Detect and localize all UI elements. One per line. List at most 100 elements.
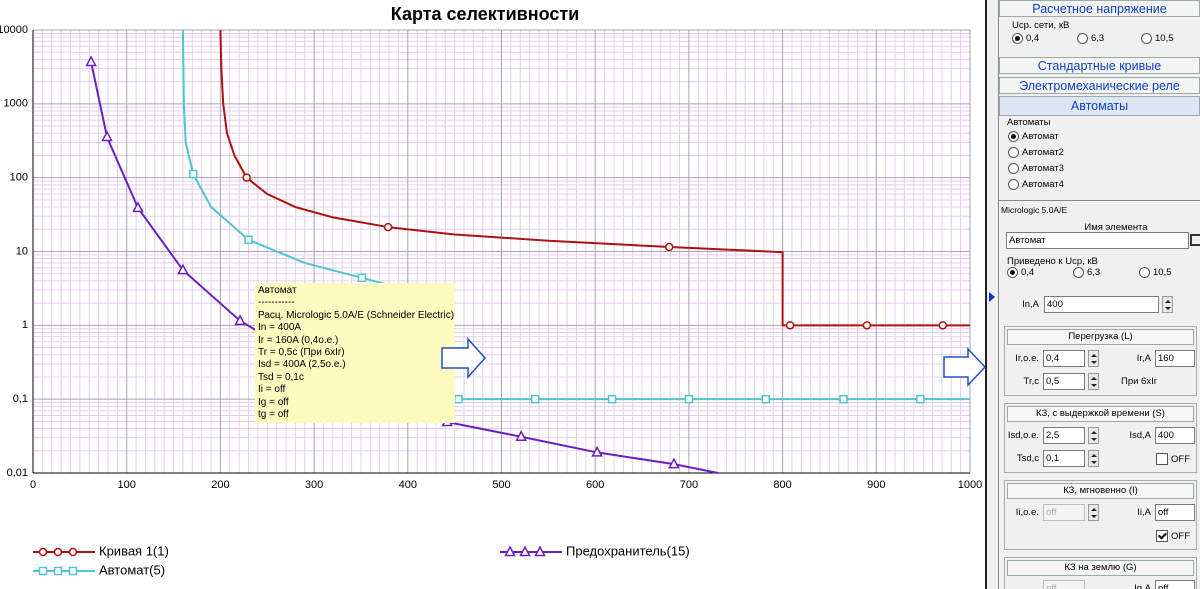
- number-input[interactable]: 0,5: [1043, 373, 1085, 390]
- marker: [862, 321, 872, 330]
- radio[interactable]: [1008, 163, 1019, 174]
- section-header[interactable]: Расчетное напряжение: [999, 0, 1200, 17]
- x-tick-label: 400: [399, 479, 417, 491]
- label: Isd,A: [1129, 430, 1151, 441]
- legend-marker: [53, 566, 63, 576]
- label: Tr,c: [1023, 376, 1039, 387]
- arrow-icon: [441, 337, 487, 379]
- checkbox[interactable]: [1156, 530, 1168, 542]
- label: Isd,о.е.: [1007, 430, 1039, 441]
- radio[interactable]: [1008, 131, 1019, 142]
- chart-title: Карта селективности: [391, 4, 580, 24]
- radio[interactable]: [1012, 33, 1023, 44]
- tooltip-line: Ii = off: [258, 384, 286, 396]
- number-input: off: [1043, 504, 1085, 521]
- marker: [668, 457, 680, 469]
- section-header[interactable]: Автоматы: [999, 96, 1200, 116]
- x-tick-label: 100: [118, 479, 136, 491]
- radio[interactable]: [1073, 267, 1084, 278]
- number-input[interactable]: 400: [1044, 296, 1159, 313]
- tooltip: Автомат ----------- Расц. Micrologic 5.0A/…: [255, 283, 455, 423]
- marker: [684, 394, 694, 404]
- spinner[interactable]: [1088, 504, 1099, 521]
- number-input[interactable]: 0,4: [1043, 350, 1085, 367]
- tooltip-line: Tr = 0,5c (При 6xIr): [258, 347, 345, 359]
- y-tick-label: 0,1: [13, 393, 28, 405]
- legend-marker: [68, 547, 78, 557]
- chart: Карта селективности 0 100 200 300 400 500 600 7…: [0, 4, 982, 578]
- series-line: [219, 29, 970, 327]
- section-header[interactable]: Стандартные кривые: [999, 57, 1200, 74]
- group-box: [1004, 403, 1197, 473]
- radio[interactable]: [1008, 179, 1019, 190]
- label: In,A: [1022, 299, 1039, 310]
- radio-label: 0,4: [1026, 33, 1040, 44]
- text-input[interactable]: off: [1155, 504, 1195, 521]
- number-input[interactable]: 2,5: [1043, 427, 1085, 444]
- spinner[interactable]: [1088, 450, 1099, 467]
- number-input[interactable]: 160: [1155, 350, 1195, 367]
- radio-label: Автомат4: [1022, 179, 1064, 190]
- tooltip-line: Ig = off: [258, 396, 289, 408]
- checkbox-label: OFF: [1171, 530, 1190, 542]
- number-input[interactable]: 400: [1155, 427, 1195, 444]
- x-tick-label: 1000: [958, 479, 982, 491]
- y-tick-label: 1: [22, 319, 28, 331]
- legend-marker: [53, 547, 63, 557]
- legend-label: Кривая 1(1): [99, 543, 169, 558]
- tooltip-line: -----------: [258, 297, 295, 309]
- marker: [515, 430, 527, 441]
- radio-label: Автомат3: [1022, 163, 1064, 174]
- text-input[interactable]: Автомат: [1006, 232, 1189, 249]
- marker: [244, 235, 253, 245]
- spinner[interactable]: [1088, 350, 1099, 367]
- tooltip-line: Isd = 400A (2,5о.е.): [258, 359, 346, 371]
- label: Ii,о.е.: [1015, 507, 1039, 518]
- marker: [101, 130, 113, 142]
- y-tick-label: 10000: [0, 24, 28, 36]
- arrow-icon: [943, 347, 987, 387]
- separator: [999, 200, 1200, 201]
- radio-label: 6,3: [1091, 33, 1105, 44]
- text-input[interactable]: off: [1155, 580, 1195, 589]
- x-tick-label: 500: [492, 479, 510, 491]
- y-tick-label: 1000: [4, 98, 28, 110]
- x-tick-label: 200: [211, 479, 229, 491]
- radio-label: 10,5: [1155, 33, 1174, 44]
- label: Ir,о.е.: [1015, 353, 1039, 364]
- legend-marker: [504, 545, 516, 557]
- x-tick-label: 900: [867, 479, 885, 491]
- icon[interactable]: [1190, 234, 1200, 246]
- marker: [383, 222, 393, 232]
- radio-label: 0,4: [1021, 267, 1035, 278]
- group-box: [1004, 557, 1197, 589]
- splitter-arrow[interactable]: [989, 292, 995, 302]
- legend-marker: [38, 547, 48, 557]
- radio[interactable]: [1007, 267, 1018, 278]
- x-tick-label: 600: [586, 479, 604, 491]
- radio[interactable]: [1008, 147, 1019, 158]
- x-tick-label: 0: [30, 479, 36, 491]
- spinner[interactable]: [1088, 373, 1099, 390]
- group-header: КЗ, с выдержкой времени (S): [1007, 406, 1194, 422]
- radio[interactable]: [1077, 33, 1088, 44]
- spinner[interactable]: [1162, 296, 1173, 313]
- tooltip-line: Ir = 160A (0,4о.е.): [258, 334, 339, 346]
- splitter[interactable]: [985, 0, 998, 589]
- model-label: Micrologic 5.0A/E: [1001, 205, 1068, 215]
- section-header[interactable]: Электромеханические реле: [999, 77, 1200, 94]
- label: Имя элемента: [1084, 222, 1148, 233]
- spinner[interactable]: [1088, 427, 1099, 444]
- number-input[interactable]: 0,1: [1043, 450, 1085, 467]
- marker: [234, 314, 246, 326]
- tooltip-line: Tsd = 0,1c: [258, 371, 304, 383]
- radio[interactable]: [1141, 33, 1152, 44]
- marker: [242, 173, 251, 182]
- legend-marker: [534, 545, 546, 557]
- label: Ir,A: [1136, 353, 1151, 364]
- marker: [761, 394, 770, 404]
- radio[interactable]: [1139, 267, 1150, 278]
- legend-marker: [68, 566, 78, 576]
- checkbox[interactable]: [1156, 453, 1168, 465]
